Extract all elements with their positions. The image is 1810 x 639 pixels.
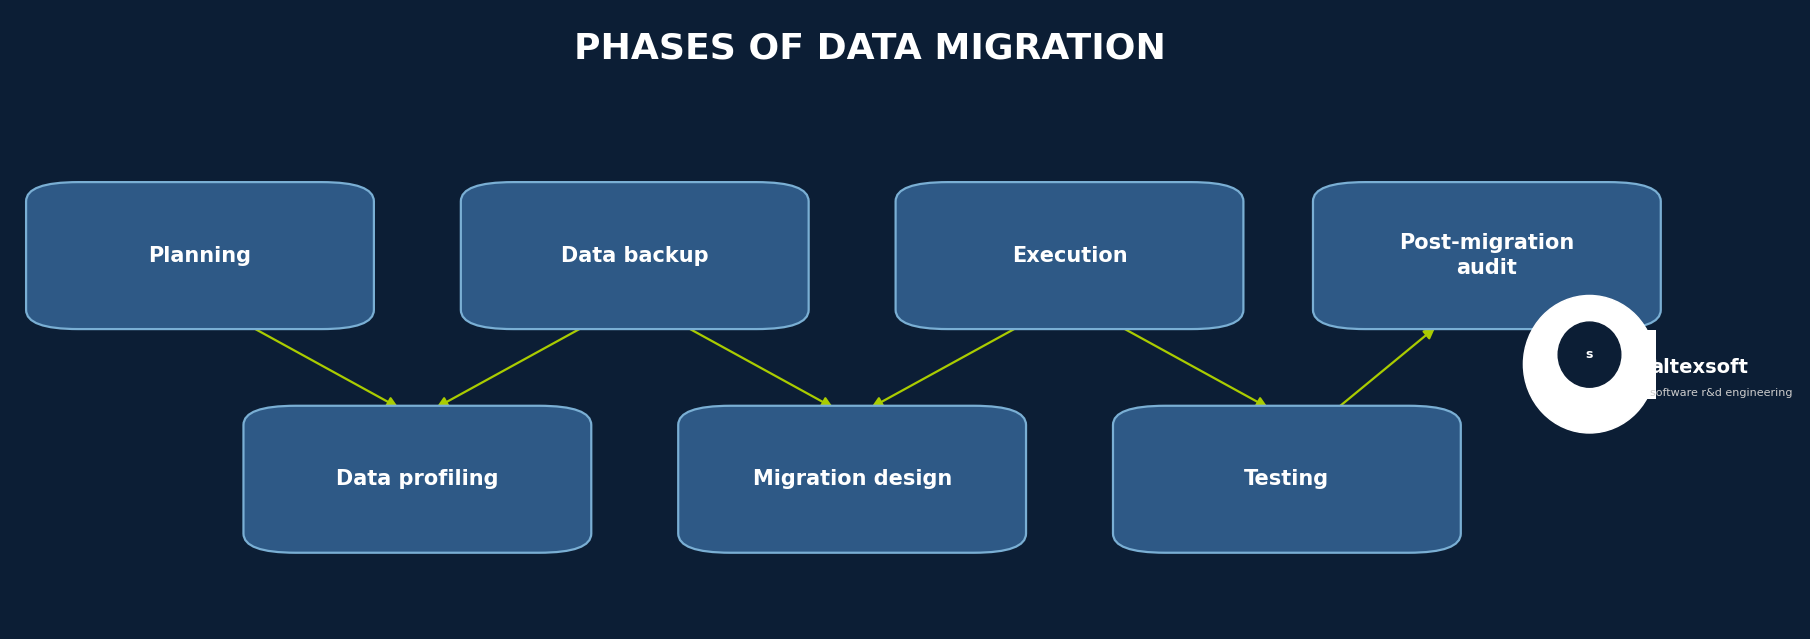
Text: Planning: Planning <box>148 245 252 266</box>
FancyBboxPatch shape <box>679 406 1026 553</box>
Text: software r&d engineering: software r&d engineering <box>1651 388 1794 398</box>
Ellipse shape <box>1524 295 1656 433</box>
FancyBboxPatch shape <box>896 182 1243 329</box>
FancyBboxPatch shape <box>1625 330 1656 399</box>
Text: PHASES OF DATA MIGRATION: PHASES OF DATA MIGRATION <box>574 32 1166 66</box>
FancyBboxPatch shape <box>244 406 592 553</box>
FancyBboxPatch shape <box>1312 182 1662 329</box>
Text: s: s <box>1586 348 1593 361</box>
Text: Post-migration
audit: Post-migration audit <box>1399 233 1575 278</box>
Ellipse shape <box>1558 322 1620 387</box>
Text: Migration design: Migration design <box>753 469 952 489</box>
Text: altexsoft: altexsoft <box>1651 358 1748 377</box>
FancyBboxPatch shape <box>462 182 809 329</box>
FancyBboxPatch shape <box>1113 406 1461 553</box>
FancyBboxPatch shape <box>25 182 375 329</box>
Text: Testing: Testing <box>1243 469 1330 489</box>
Text: Data profiling: Data profiling <box>337 469 498 489</box>
Text: Data backup: Data backup <box>561 245 708 266</box>
Text: Execution: Execution <box>1012 245 1128 266</box>
